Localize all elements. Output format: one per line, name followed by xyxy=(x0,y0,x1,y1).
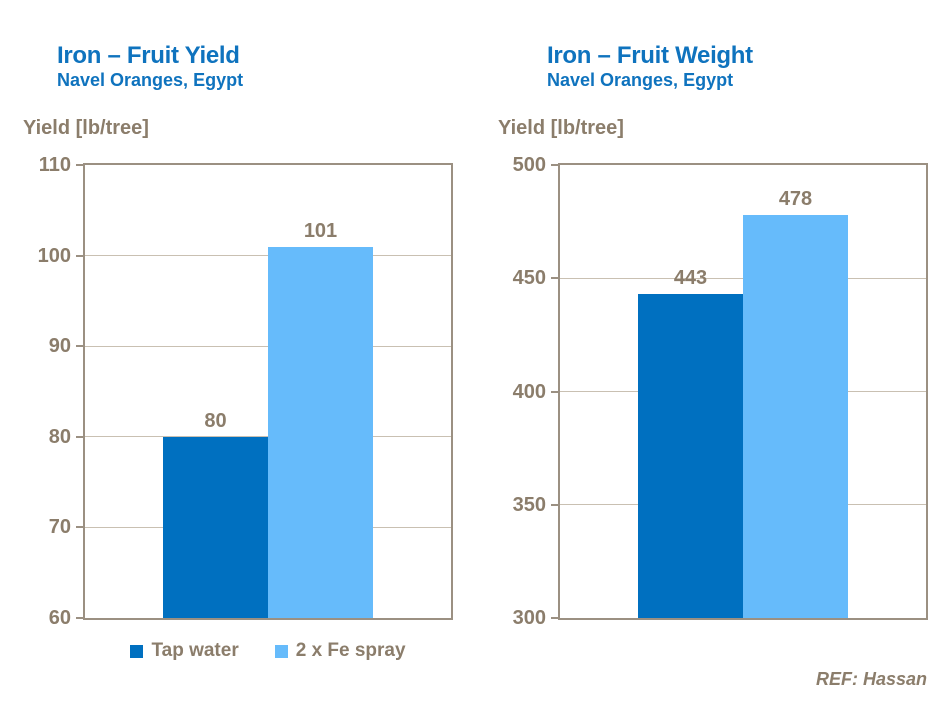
y-axis-tick xyxy=(551,164,558,166)
y-axis-tick xyxy=(76,345,83,348)
bar-2-x-fe-spray xyxy=(743,214,848,618)
y-axis-tick xyxy=(551,277,558,280)
bar-tap-water xyxy=(638,294,743,618)
y-axis-tick xyxy=(76,617,83,619)
y-axis-title: Yield [lb/tree] xyxy=(23,117,149,139)
reference-note: REF: Hassan xyxy=(815,669,927,689)
plot-area: 60 70 80 90 100 110 80 101 xyxy=(38,154,453,629)
y-tick-label: 100 xyxy=(37,244,71,267)
y-axis-tick xyxy=(76,435,83,438)
legend-label: 2 x Fe spray xyxy=(295,640,406,661)
bar-value-label: 101 xyxy=(303,219,338,242)
bar-value-label: 443 xyxy=(673,267,708,290)
chart-subtitle: Navel Oranges, Egypt xyxy=(547,70,734,90)
y-tick-label: 300 xyxy=(512,607,546,629)
legend-item: 2 x Fe spray xyxy=(274,640,406,662)
y-axis-tick xyxy=(76,526,83,529)
legend-label: Tap water xyxy=(151,640,239,661)
y-axis-title: Yield [lb/tree] xyxy=(498,117,624,139)
bar-value-label: 478 xyxy=(778,187,813,210)
y-tick-label: 110 xyxy=(38,154,71,176)
y-tick-label: 350 xyxy=(512,493,546,516)
legend-item: Tap water xyxy=(130,640,239,662)
y-tick-label: 400 xyxy=(512,380,546,403)
plot-area: 300 350 400 450 500 443 478 xyxy=(513,154,928,629)
legend-swatch-icon xyxy=(130,644,144,658)
chart-title: Iron – Fruit Weight xyxy=(547,42,753,69)
chart-subtitle: Navel Oranges, Egypt xyxy=(57,70,244,90)
y-tick-label: 450 xyxy=(512,267,546,290)
bar-value-label: 80 xyxy=(204,409,227,432)
legend: Tap water 2 x Fe spray xyxy=(83,640,453,662)
y-axis-tick xyxy=(551,617,558,619)
y-tick-label: 500 xyxy=(512,154,546,176)
y-axis-tick xyxy=(551,390,558,393)
y-tick-label: 70 xyxy=(48,516,71,539)
y-axis-tick xyxy=(551,503,558,506)
y-tick-label: 90 xyxy=(48,335,71,358)
legend-swatch-icon xyxy=(274,644,288,658)
bar-2-x-fe-spray xyxy=(268,246,373,618)
y-tick-label: 80 xyxy=(48,425,71,448)
bar-tap-water xyxy=(163,436,268,618)
y-axis-tick xyxy=(76,164,83,166)
chart-title: Iron – Fruit Yield xyxy=(57,42,240,69)
y-axis-tick xyxy=(76,254,83,257)
y-tick-label: 60 xyxy=(48,607,71,629)
